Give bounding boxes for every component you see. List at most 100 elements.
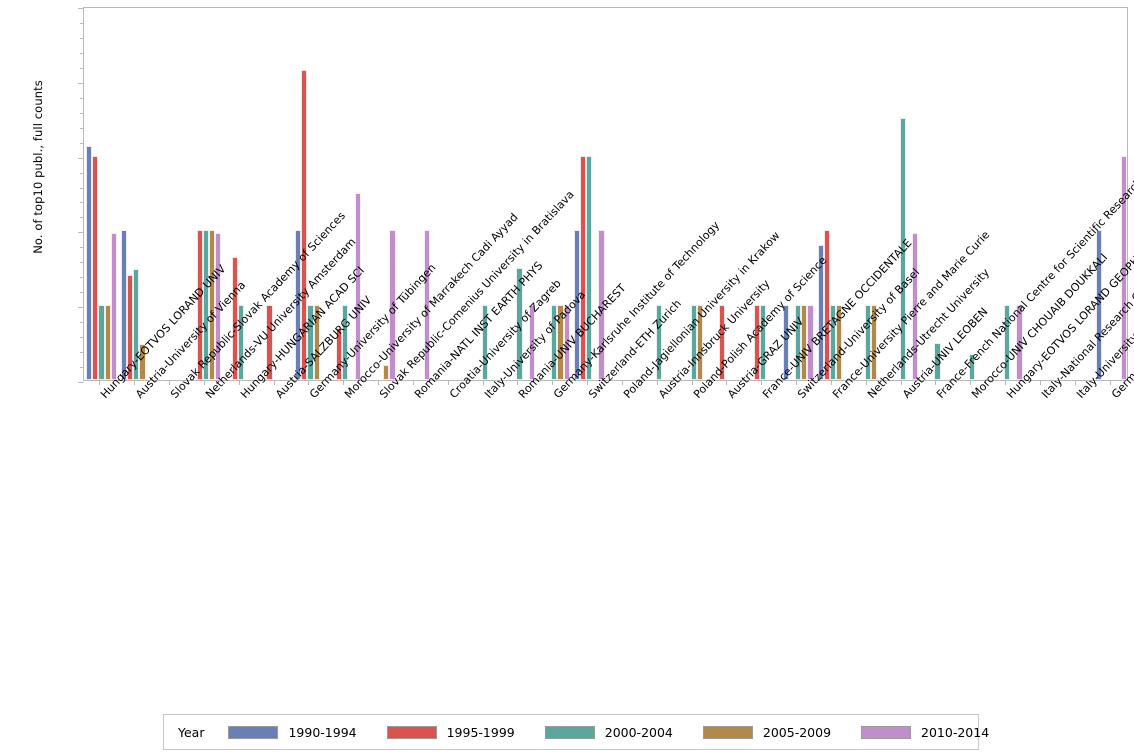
bar[interactable] <box>196 230 203 380</box>
legend-entry[interactable]: 2010-2014 <box>861 725 989 740</box>
bar[interactable] <box>86 145 93 380</box>
bar[interactable] <box>516 267 523 380</box>
bar[interactable] <box>760 305 767 380</box>
bar-group <box>817 8 851 380</box>
bar[interactable] <box>313 305 320 380</box>
legend-entry[interactable]: 1995-1999 <box>386 725 515 740</box>
x-tick-mark <box>412 380 414 385</box>
bar[interactable] <box>301 69 308 380</box>
bar-group <box>748 8 781 380</box>
x-tick-mark <box>691 380 693 385</box>
y-tick-mark-minor <box>80 202 84 204</box>
bar-group <box>86 8 119 380</box>
bar[interactable] <box>215 232 222 380</box>
bar-group <box>330 8 363 380</box>
bar[interactable] <box>870 305 878 380</box>
x-tick-mark <box>621 380 623 385</box>
x-tick-mark <box>517 380 519 385</box>
bar[interactable] <box>424 230 431 380</box>
bar-group <box>887 8 920 380</box>
y-tick-mark-minor <box>80 277 84 279</box>
bar-group <box>957 8 990 380</box>
bar[interactable] <box>237 305 244 380</box>
bar[interactable] <box>307 305 314 380</box>
bar[interactable] <box>1096 230 1103 380</box>
bar[interactable] <box>782 305 789 380</box>
y-tick-mark-minor <box>80 37 84 39</box>
bar[interactable] <box>528 305 535 380</box>
plot-inner <box>78 8 1129 385</box>
bar[interactable] <box>133 269 140 380</box>
bar[interactable] <box>899 118 906 380</box>
bar[interactable] <box>836 305 843 380</box>
y-tick-mark-minor <box>80 292 84 294</box>
bar[interactable] <box>690 305 697 380</box>
bar[interactable] <box>104 305 111 380</box>
bar[interactable] <box>579 155 587 380</box>
bar[interactable] <box>383 365 390 380</box>
bar[interactable] <box>209 230 216 380</box>
x-tick-mark <box>273 380 275 385</box>
x-tick-mark <box>656 380 658 385</box>
bar[interactable] <box>1120 155 1128 380</box>
x-tick-mark <box>1074 380 1076 385</box>
bar[interactable] <box>911 232 919 380</box>
x-tick-mark <box>761 380 763 385</box>
bar[interactable] <box>598 230 605 380</box>
bar[interactable] <box>98 305 105 380</box>
chart-legend: Year 1990-1994 1995-1999 2000-2004 2005-200… <box>163 714 989 750</box>
bar[interactable] <box>823 230 830 380</box>
bar[interactable] <box>92 155 99 380</box>
y-tick-mark <box>78 82 84 84</box>
legend-items: 1990-1994 1995-1999 2000-2004 2005-2009 2010… <box>228 725 1019 740</box>
bar[interactable] <box>557 305 564 380</box>
bar[interactable] <box>807 305 814 380</box>
bar[interactable] <box>139 344 146 380</box>
bar[interactable] <box>801 305 808 380</box>
bar[interactable] <box>655 305 662 380</box>
x-tick-mark <box>447 380 449 385</box>
bar[interactable] <box>127 275 134 380</box>
x-tick-mark <box>308 380 310 385</box>
bar[interactable] <box>754 305 761 380</box>
bar[interactable] <box>342 305 349 380</box>
x-tick-mark <box>134 380 136 385</box>
y-tick-mark-minor <box>80 337 84 339</box>
bar[interactable] <box>829 305 837 380</box>
bar[interactable] <box>551 305 558 380</box>
x-tick-mark <box>552 380 554 385</box>
legend-label: 2005-2009 <box>762 724 832 740</box>
bar[interactable] <box>295 230 302 380</box>
y-tick-mark-minor <box>80 172 84 174</box>
bar[interactable] <box>231 256 238 380</box>
bar[interactable] <box>110 232 117 380</box>
legend-entry[interactable]: 2005-2009 <box>702 724 832 740</box>
bar[interactable] <box>202 230 210 380</box>
bar[interactable] <box>586 155 593 380</box>
bar[interactable] <box>864 305 871 380</box>
bar-group <box>504 8 537 380</box>
bar[interactable] <box>934 342 941 380</box>
bar[interactable] <box>969 353 976 380</box>
bar[interactable] <box>696 305 703 380</box>
bar[interactable] <box>719 305 726 380</box>
bar[interactable] <box>120 230 128 380</box>
bar[interactable] <box>573 230 580 380</box>
y-tick-mark-minor <box>80 367 84 369</box>
bar[interactable] <box>336 327 343 380</box>
x-tick-mark <box>796 380 798 385</box>
bar[interactable] <box>481 305 488 380</box>
legend-entry[interactable]: 2000-2004 <box>544 725 673 740</box>
bar[interactable] <box>817 245 824 380</box>
bar[interactable] <box>1004 305 1011 380</box>
bar-group <box>1096 8 1129 380</box>
bar[interactable] <box>563 305 570 380</box>
bar-group <box>469 8 502 380</box>
bar[interactable] <box>266 305 273 380</box>
legend-entry[interactable]: 1990-1994 <box>228 725 357 740</box>
bar[interactable] <box>795 305 802 380</box>
bar[interactable] <box>1016 305 1023 380</box>
bar[interactable] <box>389 230 396 380</box>
bar[interactable] <box>354 193 361 380</box>
bar-group <box>713 8 746 380</box>
